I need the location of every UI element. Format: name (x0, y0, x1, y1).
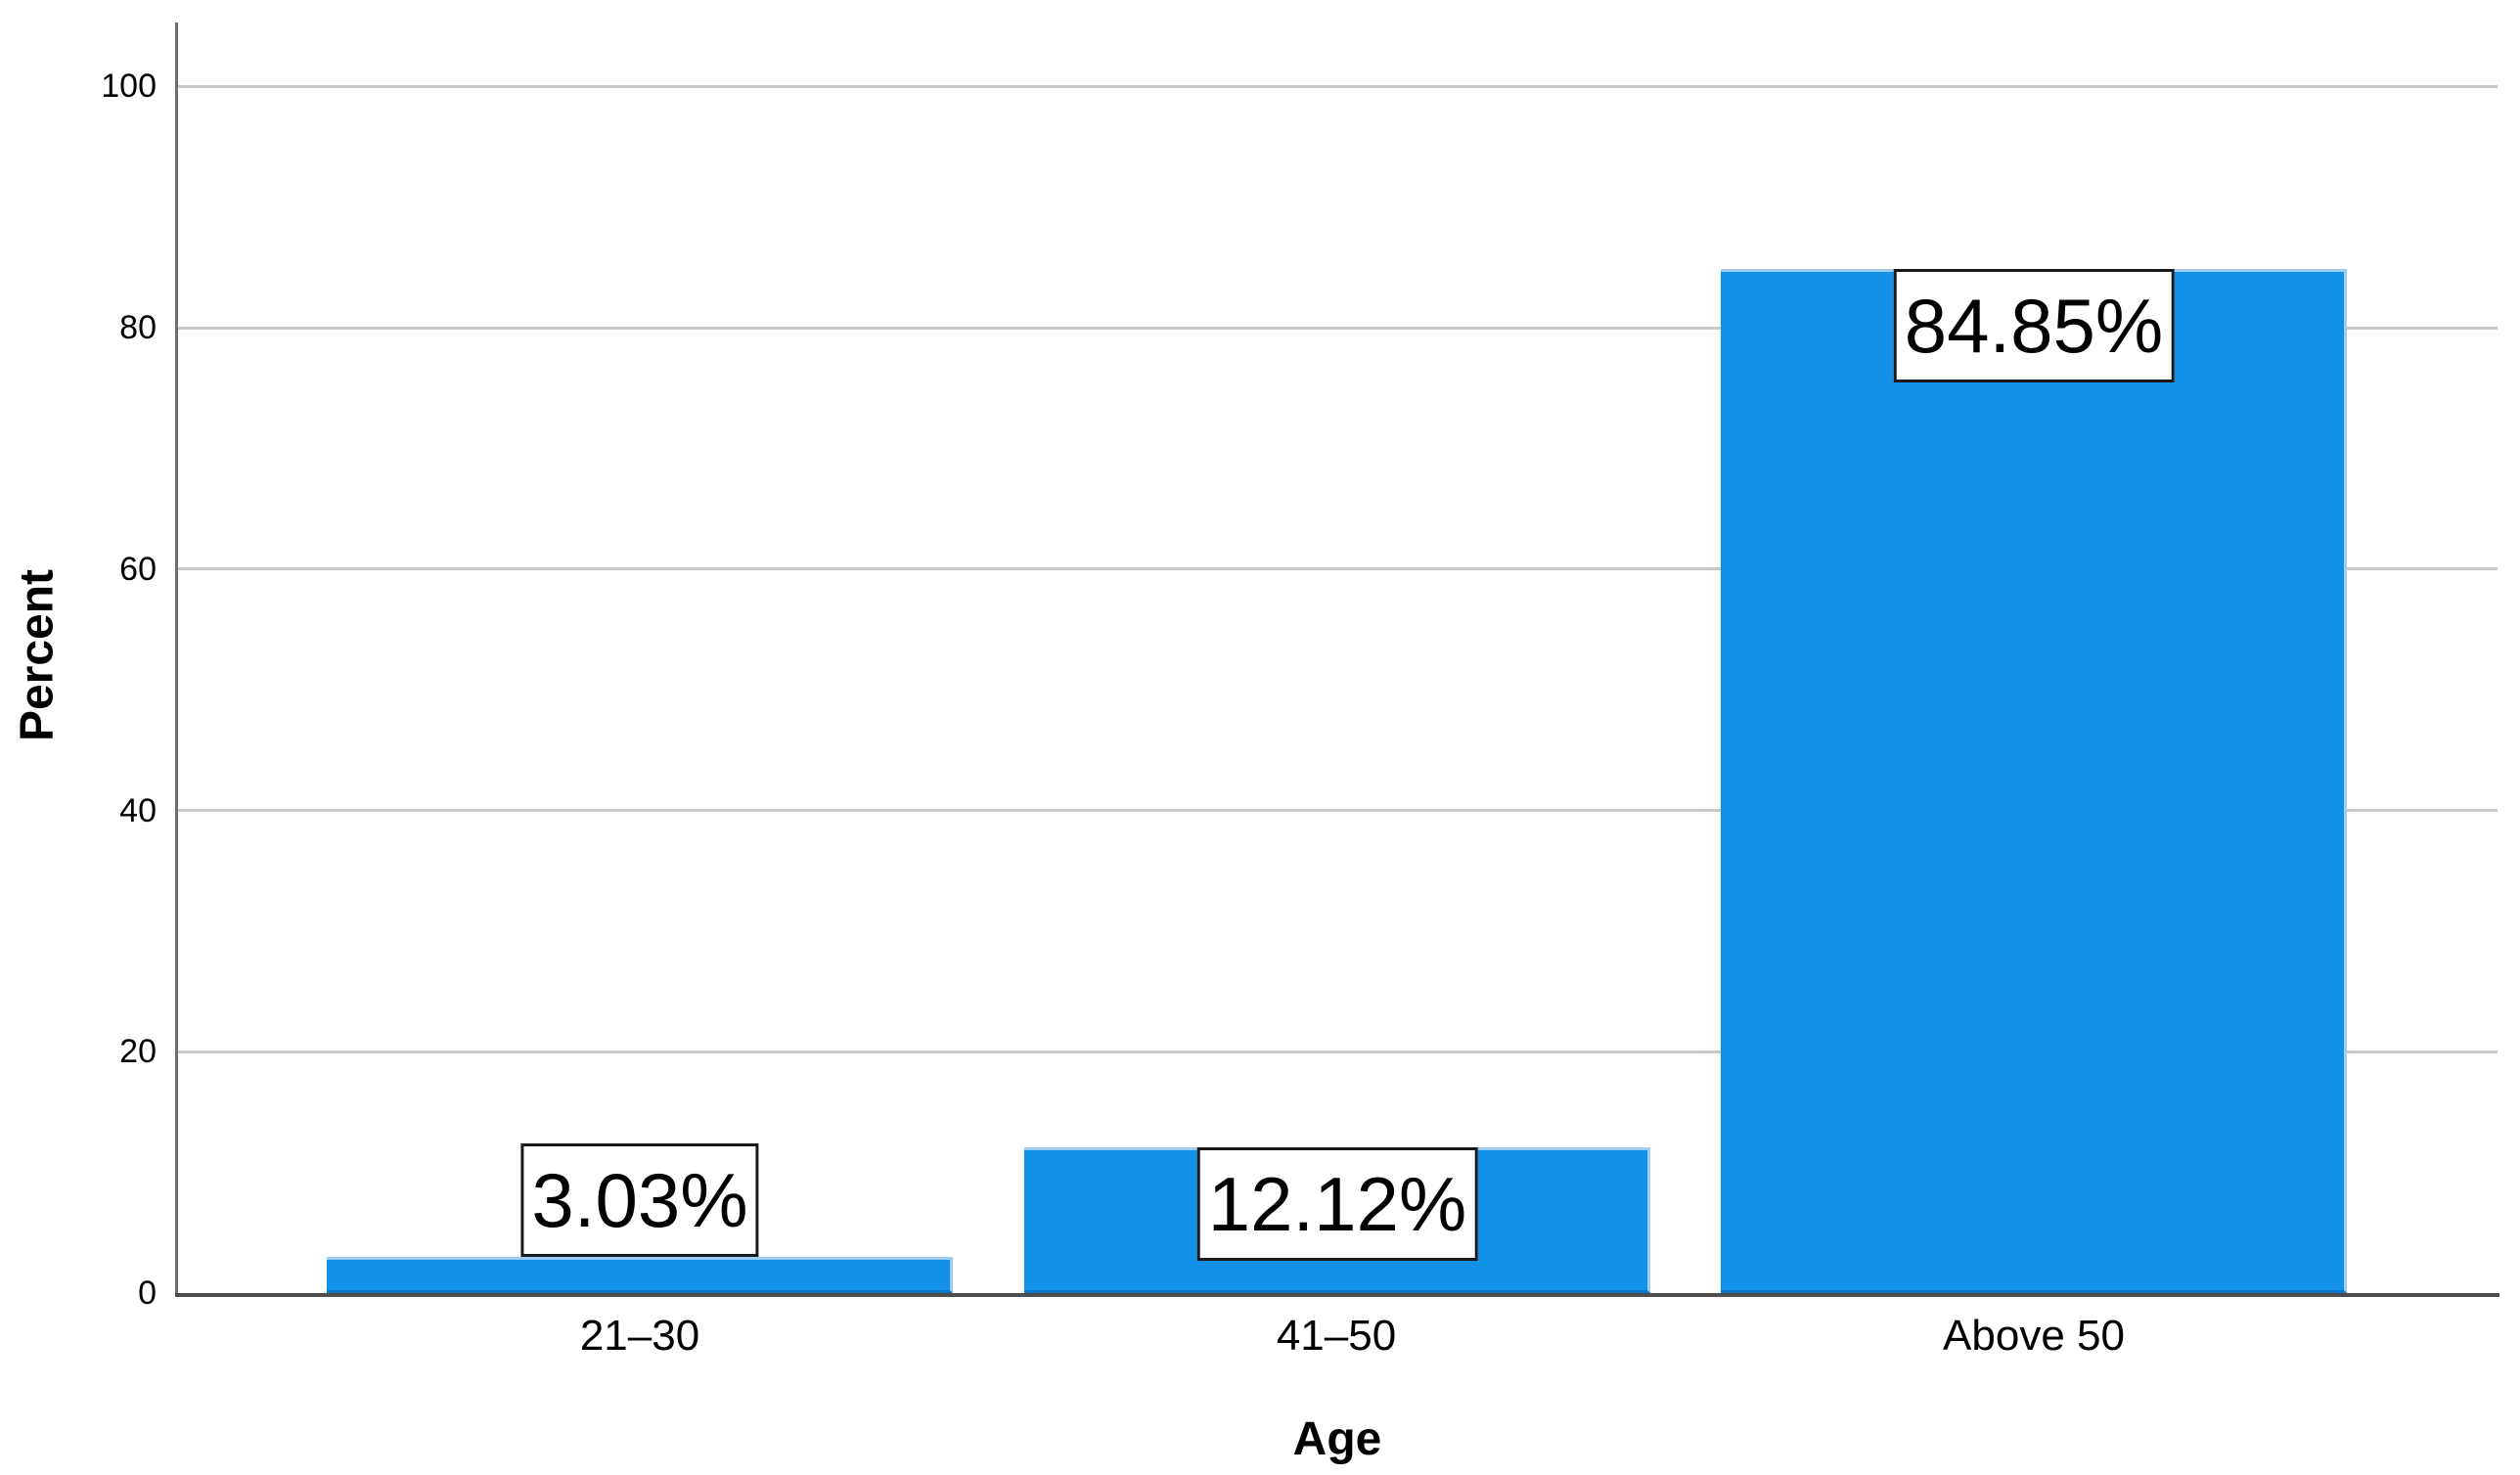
bar-value-label: 3.03% (520, 1142, 759, 1257)
gridline-20 (178, 1050, 2498, 1053)
y-axis-title: Percent (11, 568, 64, 742)
y-tick-label-0: 0 (138, 1274, 157, 1312)
gridline-60 (178, 567, 2498, 571)
plot-area: 3.03% 12.12% 84.85% (178, 22, 2498, 1293)
y-tick-label-60: 60 (119, 550, 157, 588)
y-tick-label-20: 20 (119, 1033, 157, 1071)
y-tick-label-100: 100 (101, 67, 157, 106)
x-axis-title: Age (1292, 1413, 1382, 1465)
x-axis-line (175, 1293, 2499, 1297)
y-tick-label-80: 80 (119, 309, 157, 347)
gridline-40 (178, 809, 2498, 813)
gridline-80 (178, 326, 2498, 330)
x-tick-label-41–50: 41–50 (1276, 1312, 1397, 1360)
bar-21–30 (327, 1256, 953, 1293)
y-tick-label-40: 40 (119, 791, 157, 829)
gridline-100 (178, 84, 2498, 88)
bar-value-label: 84.85% (1893, 269, 2175, 383)
bar-Above 50 (1721, 269, 2347, 1293)
x-tick-label-Above 50: Above 50 (1943, 1312, 2125, 1360)
bar-value-label: 12.12% (1196, 1146, 1478, 1261)
x-tick-label-21–30: 21–30 (579, 1312, 700, 1360)
y-axis-line (175, 22, 178, 1297)
